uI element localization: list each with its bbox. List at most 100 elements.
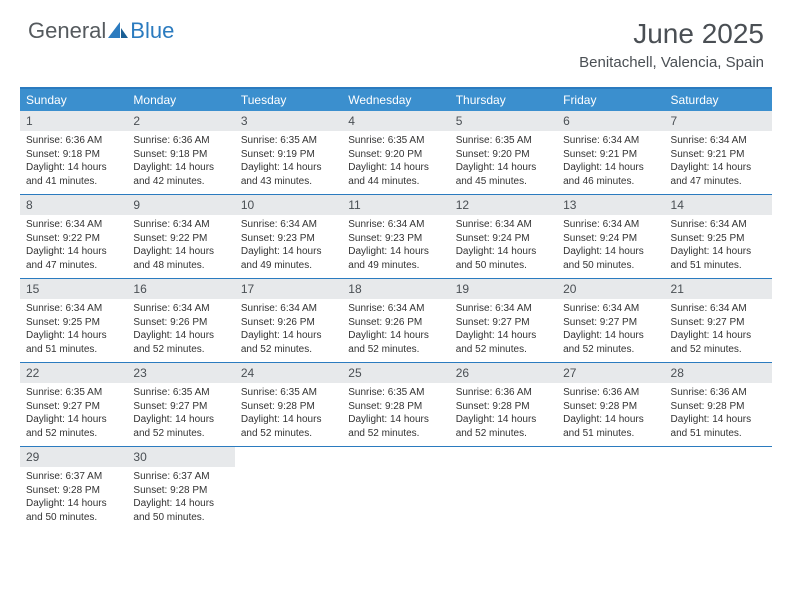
sunset-text: Sunset: 9:27 PM (133, 400, 228, 414)
day-cell: 17Sunrise: 6:34 AMSunset: 9:26 PMDayligh… (235, 279, 342, 362)
sunset-text: Sunset: 9:19 PM (241, 148, 336, 162)
day-number: 16 (127, 279, 234, 299)
sunrise-text: Sunrise: 6:35 AM (456, 134, 551, 148)
daylight-text-1: Daylight: 14 hours (671, 413, 766, 427)
daylight-text-2: and 52 minutes. (26, 427, 121, 441)
sunrise-text: Sunrise: 6:34 AM (26, 218, 121, 232)
day-info: Sunrise: 6:35 AMSunset: 9:28 PMDaylight:… (235, 383, 342, 440)
day-cell: 10Sunrise: 6:34 AMSunset: 9:23 PMDayligh… (235, 195, 342, 278)
sunset-text: Sunset: 9:26 PM (348, 316, 443, 330)
daylight-text-2: and 51 minutes. (671, 259, 766, 273)
daylight-text-2: and 52 minutes. (348, 343, 443, 357)
sunrise-text: Sunrise: 6:36 AM (563, 386, 658, 400)
daylight-text-2: and 52 minutes. (563, 343, 658, 357)
day-cell: 26Sunrise: 6:36 AMSunset: 9:28 PMDayligh… (450, 363, 557, 446)
daylight-text-1: Daylight: 14 hours (133, 161, 228, 175)
daylight-text-2: and 52 minutes. (241, 427, 336, 441)
sunset-text: Sunset: 9:25 PM (26, 316, 121, 330)
sunset-text: Sunset: 9:23 PM (348, 232, 443, 246)
sunrise-text: Sunrise: 6:34 AM (563, 134, 658, 148)
daylight-text-2: and 42 minutes. (133, 175, 228, 189)
day-number: 28 (665, 363, 772, 383)
daylight-text-2: and 50 minutes. (133, 511, 228, 525)
daylight-text-2: and 50 minutes. (456, 259, 551, 273)
day-info: Sunrise: 6:34 AMSunset: 9:21 PMDaylight:… (557, 131, 664, 188)
day-cell: 5Sunrise: 6:35 AMSunset: 9:20 PMDaylight… (450, 111, 557, 194)
day-cell: 9Sunrise: 6:34 AMSunset: 9:22 PMDaylight… (127, 195, 234, 278)
daylight-text-1: Daylight: 14 hours (241, 413, 336, 427)
daylight-text-2: and 52 minutes. (456, 427, 551, 441)
day-cell: 24Sunrise: 6:35 AMSunset: 9:28 PMDayligh… (235, 363, 342, 446)
day-number: 1 (20, 111, 127, 131)
day-number: 4 (342, 111, 449, 131)
day-info: Sunrise: 6:35 AMSunset: 9:20 PMDaylight:… (342, 131, 449, 188)
day-cell: 30Sunrise: 6:37 AMSunset: 9:28 PMDayligh… (127, 447, 234, 530)
day-info: Sunrise: 6:34 AMSunset: 9:23 PMDaylight:… (235, 215, 342, 272)
day-number: 22 (20, 363, 127, 383)
dayhead-thu: Thursday (450, 89, 557, 111)
week-row: 15Sunrise: 6:34 AMSunset: 9:25 PMDayligh… (20, 279, 772, 363)
location-text: Benitachell, Valencia, Spain (579, 54, 764, 71)
sunrise-text: Sunrise: 6:36 AM (133, 134, 228, 148)
day-cell: 19Sunrise: 6:34 AMSunset: 9:27 PMDayligh… (450, 279, 557, 362)
day-cell: 12Sunrise: 6:34 AMSunset: 9:24 PMDayligh… (450, 195, 557, 278)
dayhead-fri: Friday (557, 89, 664, 111)
sunset-text: Sunset: 9:28 PM (26, 484, 121, 498)
dayhead-wed: Wednesday (342, 89, 449, 111)
day-number: 25 (342, 363, 449, 383)
sunset-text: Sunset: 9:27 PM (456, 316, 551, 330)
daylight-text-2: and 52 minutes. (241, 343, 336, 357)
day-number: 27 (557, 363, 664, 383)
sunset-text: Sunset: 9:24 PM (563, 232, 658, 246)
sunset-text: Sunset: 9:21 PM (671, 148, 766, 162)
day-cell: 20Sunrise: 6:34 AMSunset: 9:27 PMDayligh… (557, 279, 664, 362)
day-cell: 18Sunrise: 6:34 AMSunset: 9:26 PMDayligh… (342, 279, 449, 362)
day-cell: . (557, 447, 664, 530)
dayhead-sun: Sunday (20, 89, 127, 111)
day-cell: 27Sunrise: 6:36 AMSunset: 9:28 PMDayligh… (557, 363, 664, 446)
day-cell: 25Sunrise: 6:35 AMSunset: 9:28 PMDayligh… (342, 363, 449, 446)
day-cell: 14Sunrise: 6:34 AMSunset: 9:25 PMDayligh… (665, 195, 772, 278)
sunrise-text: Sunrise: 6:34 AM (348, 218, 443, 232)
day-number: 15 (20, 279, 127, 299)
sunset-text: Sunset: 9:18 PM (133, 148, 228, 162)
dayhead-sat: Saturday (665, 89, 772, 111)
header: General Blue June 2025 Benitachell, Vale… (0, 0, 792, 79)
daylight-text-1: Daylight: 14 hours (241, 329, 336, 343)
day-number: 3 (235, 111, 342, 131)
daylight-text-2: and 52 minutes. (133, 343, 228, 357)
day-info: Sunrise: 6:35 AMSunset: 9:28 PMDaylight:… (342, 383, 449, 440)
daylight-text-2: and 50 minutes. (563, 259, 658, 273)
dayhead-mon: Monday (127, 89, 234, 111)
daylight-text-1: Daylight: 14 hours (348, 413, 443, 427)
day-number: 26 (450, 363, 557, 383)
day-info: Sunrise: 6:34 AMSunset: 9:26 PMDaylight:… (342, 299, 449, 356)
week-row: 22Sunrise: 6:35 AMSunset: 9:27 PMDayligh… (20, 363, 772, 447)
sunrise-text: Sunrise: 6:34 AM (241, 302, 336, 316)
day-number: 10 (235, 195, 342, 215)
sunrise-text: Sunrise: 6:34 AM (348, 302, 443, 316)
day-number: 21 (665, 279, 772, 299)
daylight-text-1: Daylight: 14 hours (456, 329, 551, 343)
daylight-text-2: and 46 minutes. (563, 175, 658, 189)
sunset-text: Sunset: 9:20 PM (348, 148, 443, 162)
day-number: 2 (127, 111, 234, 131)
sunset-text: Sunset: 9:23 PM (241, 232, 336, 246)
sunrise-text: Sunrise: 6:36 AM (456, 386, 551, 400)
sunset-text: Sunset: 9:28 PM (348, 400, 443, 414)
day-info: Sunrise: 6:37 AMSunset: 9:28 PMDaylight:… (127, 467, 234, 524)
sunrise-text: Sunrise: 6:34 AM (456, 302, 551, 316)
day-cell: 11Sunrise: 6:34 AMSunset: 9:23 PMDayligh… (342, 195, 449, 278)
day-cell: 7Sunrise: 6:34 AMSunset: 9:21 PMDaylight… (665, 111, 772, 194)
sunset-text: Sunset: 9:22 PM (26, 232, 121, 246)
sunset-text: Sunset: 9:27 PM (26, 400, 121, 414)
day-cell: 22Sunrise: 6:35 AMSunset: 9:27 PMDayligh… (20, 363, 127, 446)
day-cell: 4Sunrise: 6:35 AMSunset: 9:20 PMDaylight… (342, 111, 449, 194)
daylight-text-1: Daylight: 14 hours (563, 413, 658, 427)
day-cell: 23Sunrise: 6:35 AMSunset: 9:27 PMDayligh… (127, 363, 234, 446)
day-header-row: Sunday Monday Tuesday Wednesday Thursday… (20, 89, 772, 111)
day-info: Sunrise: 6:35 AMSunset: 9:27 PMDaylight:… (127, 383, 234, 440)
daylight-text-1: Daylight: 14 hours (133, 245, 228, 259)
week-row: 8Sunrise: 6:34 AMSunset: 9:22 PMDaylight… (20, 195, 772, 279)
daylight-text-1: Daylight: 14 hours (26, 329, 121, 343)
